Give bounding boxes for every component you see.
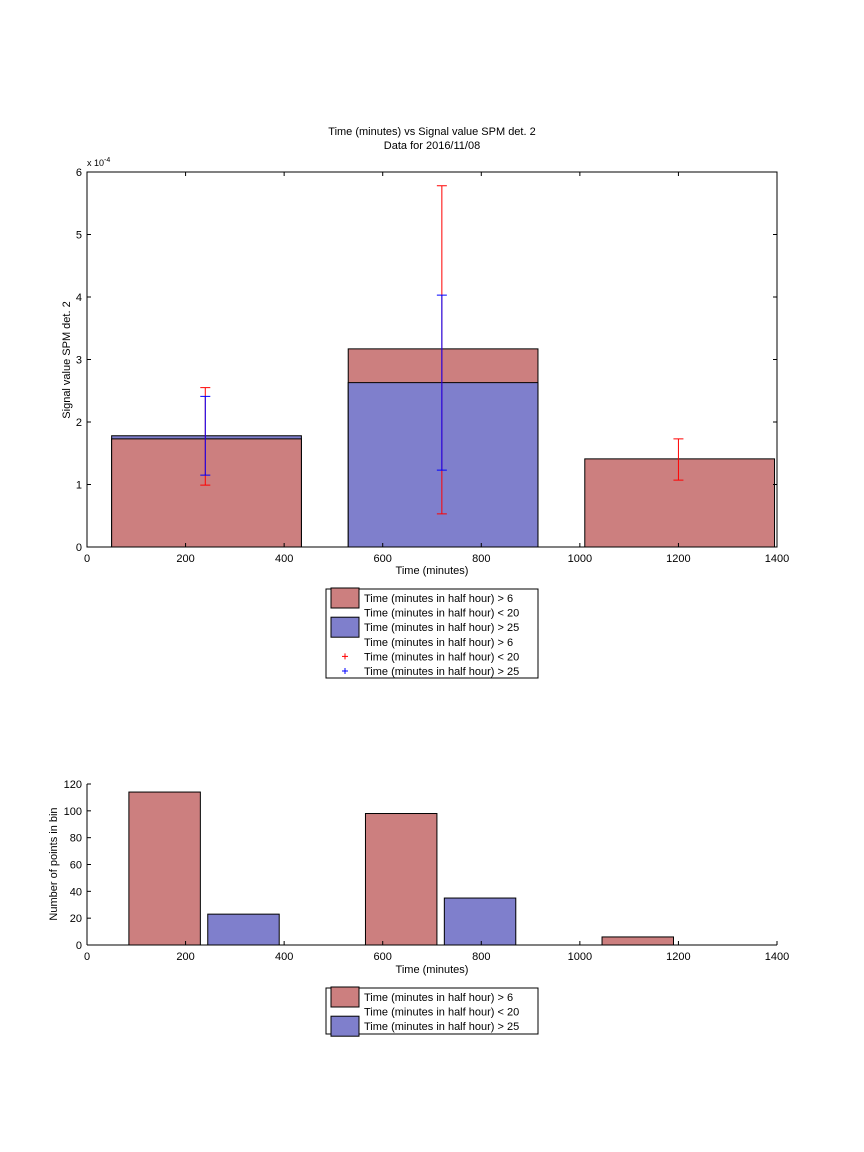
y-tick-label: 3 bbox=[76, 355, 82, 367]
x-tick-label: 800 bbox=[472, 951, 490, 963]
signal-legend: Time (minutes in half hour) > 6 Time (min… bbox=[325, 587, 539, 679]
y-tick-label: 6 bbox=[76, 167, 82, 179]
legend-entry-label: Time (minutes in half hour) > 6 bbox=[364, 637, 513, 649]
y-tick-label: 2 bbox=[76, 417, 82, 429]
y-tick-label: 4 bbox=[76, 292, 82, 304]
errorbar-blue bbox=[200, 395, 211, 476]
signal-bar-red bbox=[111, 438, 302, 548]
x-tick-label: 1000 bbox=[568, 553, 592, 565]
errorbar-red bbox=[673, 438, 684, 481]
x-tick-label: 0 bbox=[84, 951, 90, 963]
y-exponent-base: x 10 bbox=[87, 158, 104, 168]
signal-legend-box bbox=[325, 588, 539, 679]
x-tick-label: 800 bbox=[472, 553, 490, 565]
signal-x-axis-label: Time (minutes) bbox=[396, 565, 469, 577]
x-tick-label: 200 bbox=[176, 553, 194, 565]
legend-swatch-red bbox=[330, 587, 360, 609]
y-tick-label: 0 bbox=[76, 940, 82, 952]
count-x-axis-label: Time (minutes) bbox=[396, 964, 469, 976]
count-bar-red bbox=[128, 791, 201, 946]
count-y-ticks: 0 20 40 60 80 100 120 bbox=[64, 779, 91, 952]
x-tick-label: 0 bbox=[84, 553, 90, 565]
count-bars bbox=[128, 791, 674, 946]
x-tick-label: 1200 bbox=[666, 951, 690, 963]
y-exponent-power: -4 bbox=[104, 157, 110, 164]
y-tick-label: 1 bbox=[76, 480, 82, 492]
legend-entry-label: Time (minutes in half hour) > 25 bbox=[364, 622, 519, 634]
signal-bar-red bbox=[584, 458, 776, 548]
count-chart: 0 200 400 600 800 1000 1200 1400 0 20 40 60 80 100 12… bbox=[48, 779, 789, 1037]
legend-swatch-blue bbox=[330, 616, 360, 638]
chart-title: Time (minutes) vs Signal value SPM det. … bbox=[328, 126, 535, 138]
count-bar-red bbox=[601, 936, 674, 946]
legend-swatch-blue bbox=[330, 1015, 360, 1037]
x-tick-label: 600 bbox=[374, 553, 392, 565]
signal-bars bbox=[111, 348, 776, 548]
x-tick-label: 400 bbox=[275, 951, 293, 963]
y-tick-label: 40 bbox=[70, 886, 82, 898]
x-tick-label: 1000 bbox=[568, 951, 592, 963]
x-tick-label: 1400 bbox=[765, 553, 789, 565]
y-tick-label: 60 bbox=[70, 860, 82, 872]
x-tick-label: 200 bbox=[176, 951, 194, 963]
legend-entry-label: Time (minutes in half hour) > 25 bbox=[364, 1021, 519, 1033]
legend-entry-label: Time (minutes in half hour) < 20 bbox=[364, 608, 519, 620]
signal-y-ticks: 0 1 2 3 4 5 6 bbox=[76, 167, 777, 554]
x-tick-label: 400 bbox=[275, 553, 293, 565]
count-legend-box bbox=[325, 987, 539, 1035]
legend-entry-label: Time (minutes in half hour) < 20 bbox=[364, 651, 519, 663]
count-bar-red bbox=[364, 813, 438, 946]
y-tick-label: 100 bbox=[64, 806, 82, 818]
chart-subtitle: Data for 2016/11/08 bbox=[384, 140, 480, 152]
signal-y-axis-label: Signal value SPM det. 2 bbox=[61, 301, 73, 418]
y-tick-label: 120 bbox=[64, 779, 82, 791]
legend-entry-label: Time (minutes in half hour) < 20 bbox=[364, 1007, 519, 1019]
y-tick-label: 80 bbox=[70, 833, 82, 845]
y-tick-label: 0 bbox=[76, 542, 82, 554]
x-tick-label: 1400 bbox=[765, 951, 789, 963]
signal-x-ticks: 0 200 400 600 800 1000 1200 1400 bbox=[84, 172, 789, 565]
legend-swatch-red bbox=[330, 986, 360, 1008]
x-tick-label: 600 bbox=[374, 951, 392, 963]
errorbar-blue bbox=[436, 294, 447, 471]
signal-chart: Time (minutes) vs Signal value SPM det. … bbox=[61, 126, 789, 679]
signal-bar-blue bbox=[347, 382, 539, 548]
legend-entry-label: Time (minutes in half hour) > 6 bbox=[364, 593, 513, 605]
count-x-ticks: 0 200 400 600 800 1000 1200 1400 bbox=[84, 941, 789, 963]
y-tick-label: 5 bbox=[76, 230, 82, 242]
y-exponent-label: x 10-4 bbox=[87, 157, 110, 168]
x-tick-label: 1200 bbox=[666, 553, 690, 565]
count-bar-blue bbox=[207, 913, 280, 946]
legend-entry-label: Time (minutes in half hour) > 6 bbox=[364, 992, 513, 1004]
count-legend: Time (minutes in half hour) > 6 Time (min… bbox=[325, 986, 539, 1037]
legend-entry-label: Time (minutes in half hour) > 25 bbox=[364, 666, 519, 678]
count-bar-blue bbox=[443, 897, 517, 946]
y-tick-label: 20 bbox=[70, 913, 82, 925]
count-y-axis-label: Number of points in bin bbox=[48, 807, 60, 920]
